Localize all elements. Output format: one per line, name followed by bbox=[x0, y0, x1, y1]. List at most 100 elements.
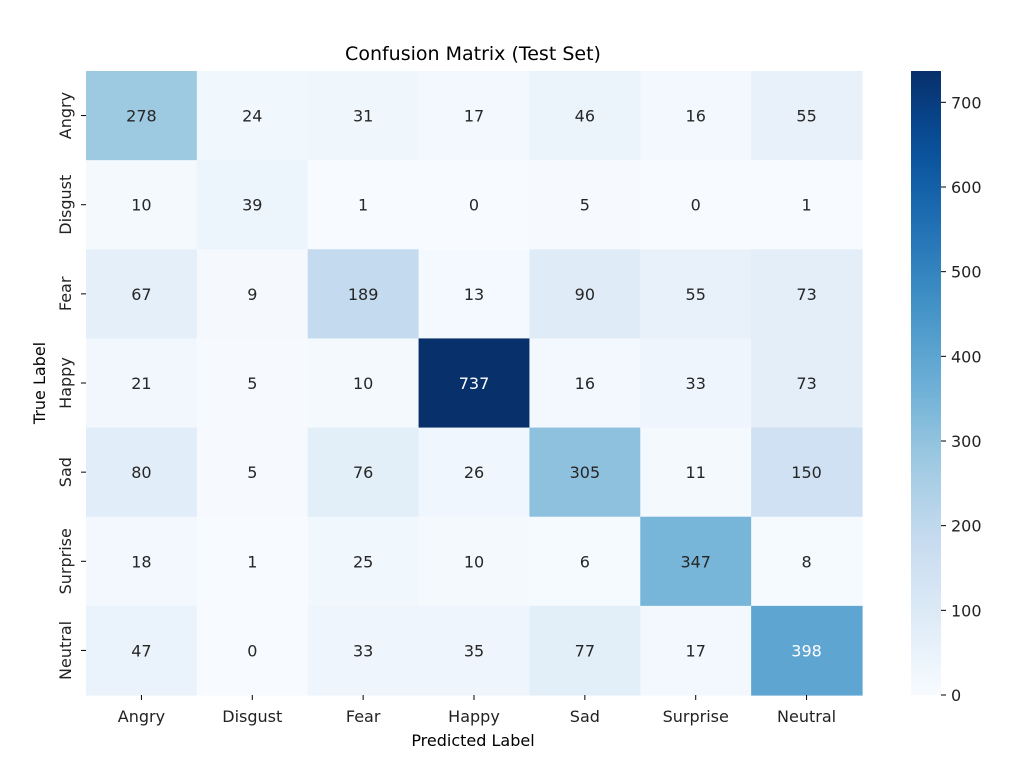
heatmap-cell bbox=[418, 249, 531, 340]
cell-value-label: 347 bbox=[680, 552, 711, 571]
colorbar bbox=[911, 71, 941, 695]
heatmap-cell bbox=[751, 249, 863, 340]
cell-value-label: 0 bbox=[469, 196, 479, 215]
heatmap-cell bbox=[640, 249, 752, 340]
cell-value-label: 305 bbox=[570, 463, 601, 482]
cell-value-label: 13 bbox=[464, 285, 484, 304]
cell-value-label: 1 bbox=[247, 552, 257, 571]
cell-value-label: 6 bbox=[580, 552, 590, 571]
cell-value-label: 18 bbox=[131, 552, 151, 571]
heatmap-cell bbox=[640, 338, 752, 429]
cell-value-label: 21 bbox=[131, 374, 151, 393]
cell-value-label: 39 bbox=[242, 196, 262, 215]
cell-value-label: 278 bbox=[126, 107, 157, 126]
heatmap-cell bbox=[529, 249, 641, 340]
cell-value-label: 46 bbox=[575, 107, 595, 126]
heatmap-cell bbox=[418, 71, 531, 161]
x-tick-label: Sad bbox=[570, 707, 600, 726]
cell-value-label: 189 bbox=[348, 285, 379, 304]
heatmap-cell bbox=[529, 427, 641, 518]
cell-value-label: 398 bbox=[791, 641, 822, 660]
x-tick-label: Surprise bbox=[663, 707, 729, 726]
heatmap-cell bbox=[196, 249, 309, 340]
cell-value-label: 31 bbox=[353, 107, 373, 126]
cell-value-label: 9 bbox=[247, 285, 257, 304]
cell-value-label: 55 bbox=[686, 285, 706, 304]
heatmap-cell bbox=[751, 516, 863, 607]
cell-value-label: 33 bbox=[353, 641, 373, 660]
heatmap-cell bbox=[640, 160, 752, 250]
heatmap-cell bbox=[86, 249, 198, 340]
heatmap-cell bbox=[307, 249, 420, 340]
cell-value-label: 17 bbox=[464, 107, 484, 126]
heatmap-cell bbox=[751, 160, 863, 250]
heatmap-cell bbox=[529, 71, 641, 161]
cell-value-label: 16 bbox=[686, 107, 706, 126]
heatmap-cell bbox=[86, 338, 198, 429]
cell-value-label: 33 bbox=[686, 374, 706, 393]
cell-value-label: 25 bbox=[353, 552, 373, 571]
cell-value-label: 24 bbox=[242, 107, 262, 126]
heatmap-cell bbox=[196, 160, 309, 250]
colorbar-ticks: 0 100 200 300 400 500 600 700 bbox=[941, 93, 982, 705]
x-tick-label: Neutral bbox=[777, 707, 836, 726]
cell-value-label: 73 bbox=[796, 285, 816, 304]
cell-value-label: 10 bbox=[464, 552, 484, 571]
heatmap-cell bbox=[751, 71, 863, 161]
cell-value-label: 35 bbox=[464, 641, 484, 660]
cell-value-label: 1 bbox=[358, 196, 368, 215]
heatmap-cell bbox=[307, 516, 420, 607]
heatmap-cells bbox=[86, 71, 863, 696]
colorbar-tick-label: 0 bbox=[951, 686, 961, 705]
cell-value-label: 55 bbox=[796, 107, 816, 126]
cell-value-label: 8 bbox=[801, 552, 811, 571]
heatmap-cell bbox=[86, 71, 198, 161]
cell-value-label: 5 bbox=[247, 463, 257, 482]
colorbar-tick-label: 200 bbox=[951, 517, 982, 536]
heatmap-cell bbox=[307, 605, 420, 696]
chart-title: Confusion Matrix (Test Set) bbox=[345, 43, 601, 65]
heatmap-cell bbox=[418, 160, 531, 250]
y-axis-label: True Label bbox=[30, 342, 49, 425]
cell-value-label: 150 bbox=[791, 463, 822, 482]
heatmap-cell bbox=[640, 71, 752, 161]
cell-value-label: 80 bbox=[131, 463, 151, 482]
heatmap-cell bbox=[418, 605, 531, 696]
heatmap-cell bbox=[640, 427, 752, 518]
cell-value-label: 26 bbox=[464, 463, 484, 482]
x-tick-label: Disgust bbox=[222, 707, 282, 726]
x-axis-label: Predicted Label bbox=[411, 731, 534, 750]
heatmap-cell bbox=[196, 71, 309, 161]
heatmap-cell bbox=[529, 160, 641, 250]
heatmap-cell bbox=[86, 605, 198, 696]
cell-value-label: 90 bbox=[575, 285, 595, 304]
cell-value-label: 73 bbox=[796, 374, 816, 393]
heatmap-cell bbox=[418, 338, 531, 429]
heatmap-cell bbox=[751, 427, 863, 518]
y-tick-label: Surprise bbox=[56, 528, 75, 594]
y-tick-label: Fear bbox=[56, 276, 75, 311]
heatmap-cell bbox=[640, 605, 752, 696]
x-tick-label: Fear bbox=[346, 707, 381, 726]
y-tick-label: Angry bbox=[56, 92, 75, 139]
cell-value-label: 17 bbox=[686, 641, 706, 660]
heatmap-cell bbox=[640, 516, 752, 607]
x-tick-label: Happy bbox=[448, 707, 500, 726]
colorbar-tick-label: 700 bbox=[951, 93, 982, 112]
cell-value-label: 737 bbox=[459, 374, 490, 393]
y-tick-label: Disgust bbox=[56, 175, 75, 235]
heatmap-cell bbox=[418, 427, 531, 518]
cell-value-label: 10 bbox=[131, 196, 151, 215]
cell-value-label: 10 bbox=[353, 374, 373, 393]
heatmap-cell bbox=[196, 516, 309, 607]
heatmap-cell bbox=[307, 338, 420, 429]
heatmap-cell bbox=[196, 427, 309, 518]
y-tick-label: Sad bbox=[56, 457, 75, 487]
heatmap-cell bbox=[751, 338, 863, 429]
cell-value-label: 0 bbox=[691, 196, 701, 215]
heatmap-cell bbox=[307, 160, 420, 250]
heatmap-cell bbox=[529, 605, 641, 696]
cell-value-label: 1 bbox=[801, 196, 811, 215]
heatmap-cell bbox=[529, 516, 641, 607]
